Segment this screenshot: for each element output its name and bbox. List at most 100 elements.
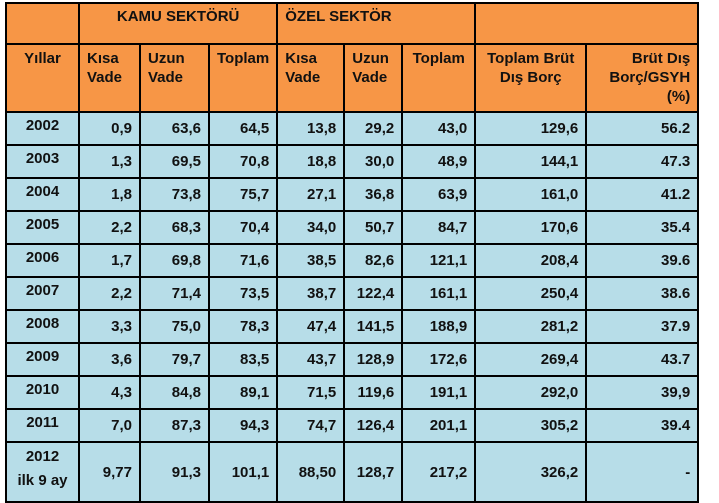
col-header-kamu-kisa: Kısa Vade bbox=[78, 43, 141, 113]
cell-kamu-uzun: 87,3 bbox=[139, 408, 210, 443]
cell-kamu-toplam: 73,5 bbox=[207, 276, 279, 311]
col-header-ozel-uzun: Uzun Vade bbox=[343, 43, 404, 113]
cell-kamu-kisa: 4,3 bbox=[78, 375, 141, 410]
cell-year: 2003 bbox=[5, 144, 80, 179]
cell-year: 2002 bbox=[5, 111, 80, 146]
cell-ozel-kisa: 43,7 bbox=[276, 342, 346, 377]
cell-ozel-kisa: 27,1 bbox=[276, 177, 346, 212]
cell-kamu-toplam: 78,3 bbox=[207, 309, 279, 344]
cell-ozel-toplam: 191,1 bbox=[401, 375, 477, 410]
cell-ozel-toplam: 63,9 bbox=[401, 177, 477, 212]
cell-ozel-toplam: 121,1 bbox=[401, 243, 477, 278]
table-row: 2009 3,6 79,7 83,5 43,7 128,9 172,6 269,4 43.7 bbox=[5, 342, 700, 377]
cell-kamu-uzun: 69,5 bbox=[139, 144, 210, 179]
cell-ozel-uzun: 82,6 bbox=[343, 243, 404, 278]
cell-brut-gsyh: 43.7 bbox=[585, 342, 700, 377]
cell-ozel-kisa: 34,0 bbox=[276, 210, 346, 245]
cell-kamu-kisa: 2,2 bbox=[78, 276, 141, 311]
cell-kamu-toplam: 75,7 bbox=[207, 177, 279, 212]
cell-ozel-toplam: 84,7 bbox=[401, 210, 477, 245]
cell-toplam-brut: 161,0 bbox=[474, 177, 588, 212]
cell-year: 2007 bbox=[5, 276, 80, 311]
col-header-kamu-toplam: Toplam bbox=[207, 43, 279, 113]
cell-ozel-kisa: 47,4 bbox=[276, 309, 346, 344]
group-header-ozel: ÖZEL SEKTÖR bbox=[276, 2, 477, 45]
year-label: 2003 bbox=[25, 150, 60, 167]
cell-kamu-kisa: 7,0 bbox=[78, 408, 141, 443]
year-label: 2011 bbox=[26, 414, 59, 431]
cell-toplam-brut: 305,2 bbox=[474, 408, 588, 443]
col-header-ozel-toplam: Toplam bbox=[401, 43, 477, 113]
cell-ozel-toplam: 161,1 bbox=[401, 276, 477, 311]
year-label: 2012 bbox=[25, 448, 60, 465]
table-row: 2003 1,3 69,5 70,8 18,8 30,0 48,9 144,1 47.3 bbox=[5, 144, 700, 179]
table-row: 2005 2,2 68,3 70,4 34,0 50,7 84,7 170,6 35.4 bbox=[5, 210, 700, 245]
cell-kamu-toplam: 70,4 bbox=[207, 210, 279, 245]
cell-brut-gsyh: 38.6 bbox=[585, 276, 700, 311]
cell-brut-gsyh: 56.2 bbox=[585, 111, 700, 146]
cell-ozel-toplam: 201,1 bbox=[401, 408, 477, 443]
table-row: 2007 2,2 71,4 73,5 38,7 122,4 161,1 250,4 38.6 bbox=[5, 276, 700, 311]
cell-kamu-kisa: 9,77 bbox=[78, 441, 141, 503]
table-row: 2011 7,0 87,3 94,3 74,7 126,4 201,1 305,2 39.4 bbox=[5, 408, 700, 443]
cell-toplam-brut: 170,6 bbox=[474, 210, 588, 245]
cell-toplam-brut: 250,4 bbox=[474, 276, 588, 311]
cell-kamu-uzun: 71,4 bbox=[139, 276, 210, 311]
cell-brut-gsyh: 39.4 bbox=[585, 408, 700, 443]
cell-kamu-kisa: 2,2 bbox=[78, 210, 141, 245]
cell-ozel-kisa: 38,7 bbox=[276, 276, 346, 311]
cell-year: 2005 bbox=[5, 210, 80, 245]
cell-year: 2004 bbox=[5, 177, 80, 212]
year-label: 2002 bbox=[25, 117, 60, 134]
table-row: 2004 1,8 73,8 75,7 27,1 36,8 63,9 161,0 41.2 bbox=[5, 177, 700, 212]
cell-kamu-toplam: 89,1 bbox=[207, 375, 279, 410]
cell-kamu-toplam: 70,8 bbox=[207, 144, 279, 179]
table-row: 2002 0,9 63,6 64,5 13,8 29,2 43,0 129,6 56.2 bbox=[5, 111, 700, 146]
cell-ozel-uzun: 119,6 bbox=[343, 375, 404, 410]
year-label: 2010 bbox=[25, 381, 60, 398]
cell-kamu-uzun: 63,6 bbox=[139, 111, 210, 146]
year-label: 2005 bbox=[25, 216, 60, 233]
cell-ozel-kisa: 18,8 bbox=[276, 144, 346, 179]
cell-kamu-uzun: 84,8 bbox=[139, 375, 210, 410]
cell-ozel-uzun: 29,2 bbox=[343, 111, 404, 146]
header-blank-cell bbox=[5, 2, 80, 45]
col-header-kamu-uzun: Uzun Vade bbox=[139, 43, 210, 113]
cell-ozel-kisa: 88,50 bbox=[276, 441, 346, 503]
cell-kamu-kisa: 3,3 bbox=[78, 309, 141, 344]
cell-ozel-uzun: 122,4 bbox=[343, 276, 404, 311]
year-label: 2006 bbox=[25, 249, 60, 266]
cell-kamu-kisa: 3,6 bbox=[78, 342, 141, 377]
cell-ozel-uzun: 141,5 bbox=[343, 309, 404, 344]
table-row: 2012 ilk 9 ay 9,77 91,3 101,1 88,50 128,7 217,2… bbox=[5, 441, 700, 503]
cell-kamu-uzun: 68,3 bbox=[139, 210, 210, 245]
cell-kamu-uzun: 73,8 bbox=[139, 177, 210, 212]
cell-ozel-toplam: 188,9 bbox=[401, 309, 477, 344]
cell-ozel-kisa: 13,8 bbox=[276, 111, 346, 146]
group-header-kamu: KAMU SEKTÖRÜ bbox=[77, 2, 279, 45]
cell-brut-gsyh: 37.9 bbox=[585, 309, 700, 344]
cell-kamu-toplam: 94,3 bbox=[207, 408, 279, 443]
year-label: 2008 bbox=[25, 315, 60, 332]
cell-toplam-brut: 292,0 bbox=[474, 375, 588, 410]
cell-ozel-uzun: 30,0 bbox=[343, 144, 404, 179]
cell-kamu-toplam: 101,1 bbox=[207, 441, 279, 503]
header-blank-cell-right bbox=[474, 2, 700, 45]
cell-ozel-kisa: 38,5 bbox=[276, 243, 346, 278]
cell-kamu-toplam: 71,6 bbox=[207, 243, 279, 278]
cell-year: 2006 bbox=[5, 243, 80, 278]
cell-year: 2009 bbox=[5, 342, 80, 377]
col-header-toplam-brut: Toplam Brüt Dış Borç bbox=[474, 43, 588, 113]
cell-toplam-brut: 208,4 bbox=[474, 243, 588, 278]
cell-toplam-brut: 144,1 bbox=[474, 144, 588, 179]
cell-brut-gsyh: - bbox=[585, 441, 700, 503]
cell-toplam-brut: 281,2 bbox=[474, 309, 588, 344]
col-header-ozel-kisa: Kısa Vade bbox=[276, 43, 346, 113]
cell-ozel-toplam: 43,0 bbox=[401, 111, 477, 146]
year-label: 2007 bbox=[25, 282, 60, 299]
table-row: 2006 1,7 69,8 71,6 38,5 82,6 121,1 208,4 39.6 bbox=[5, 243, 700, 278]
year-note: ilk 9 ay bbox=[17, 472, 68, 489]
cell-ozel-kisa: 71,5 bbox=[276, 375, 346, 410]
cell-ozel-uzun: 36,8 bbox=[343, 177, 404, 212]
cell-toplam-brut: 129,6 bbox=[474, 111, 588, 146]
